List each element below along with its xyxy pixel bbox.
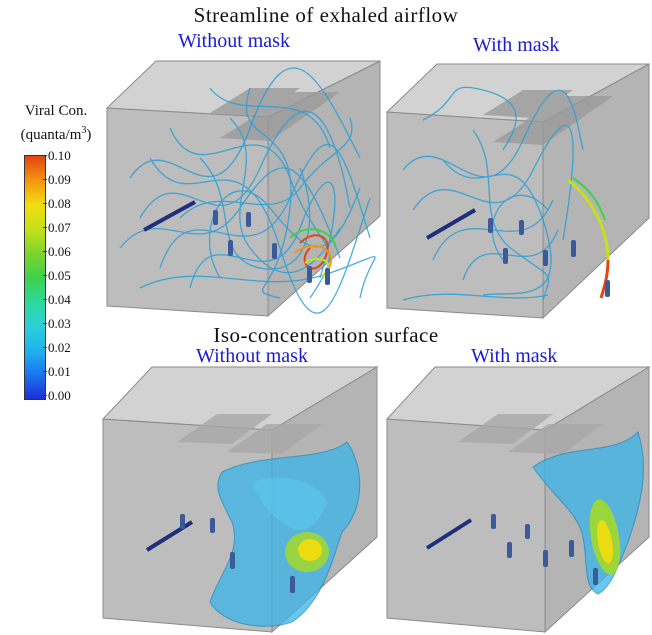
ceiling-light-panels — [177, 414, 322, 454]
colorbar-tick: 0.02 — [43, 340, 71, 355]
panel-label-bottom-left: Without mask — [196, 345, 308, 367]
panel-label-bottom-right: With mask — [471, 345, 558, 367]
exhaust-duct — [425, 518, 473, 550]
panel-label-top-left: Without mask — [178, 30, 290, 52]
colorbar-ticks: 0.10 0.09 0.08 0.07 0.06 0.05 0.04 0.03 … — [43, 148, 98, 403]
exhaust-duct — [143, 200, 196, 232]
colorbar-tick: 0.07 — [43, 220, 71, 235]
colorbar-title-line2: (quanta/m — [20, 127, 82, 143]
iso-surface — [532, 431, 644, 595]
colorbar-tick: 0.04 — [43, 292, 71, 307]
colorbar-tick: 0.00 — [43, 388, 71, 403]
occupant-figures — [180, 514, 295, 593]
occupant-figures — [491, 514, 598, 585]
iso-panel-without-mask — [101, 366, 379, 634]
colorbar-title-sup: 3 — [81, 125, 87, 136]
occupant-figures — [488, 218, 610, 297]
iso-surface — [209, 441, 361, 627]
colorbar-tick: 0.03 — [43, 316, 71, 331]
hot-plume — [289, 228, 337, 277]
colorbar-title-end: ) — [86, 127, 92, 143]
ceiling-light-panels — [483, 90, 613, 145]
streamline-panel-with-mask — [385, 63, 650, 320]
colorbar-title-line1: Viral Con. — [24, 103, 88, 119]
exhaust-duct — [425, 208, 477, 240]
occupant-figures — [213, 210, 330, 285]
iso-panel-with-mask — [385, 366, 651, 634]
iso-section-title: Iso-concentration surface — [213, 323, 439, 347]
streamlines — [119, 67, 376, 314]
ceiling-light-panels — [458, 414, 603, 454]
colorbar-tick: 0.01 — [43, 364, 71, 379]
colorbar-tick: 0.10 — [43, 148, 71, 163]
streamline-panel-without-mask — [105, 60, 381, 318]
ceiling-light-panels — [210, 88, 340, 141]
colorbar-tick: 0.05 — [43, 268, 71, 283]
panel-label-top-right: With mask — [473, 34, 560, 56]
colorbar-tick: 0.08 — [43, 196, 71, 211]
colorbar-title: Viral Con. (quanta/m3) — [6, 101, 106, 145]
hot-plume — [567, 177, 610, 299]
colorbar-tick: 0.09 — [43, 172, 71, 187]
streamline-section-title: Streamline of exhaled airflow — [193, 3, 459, 27]
colorbar — [24, 155, 46, 400]
colorbar-tick: 0.06 — [43, 244, 71, 259]
